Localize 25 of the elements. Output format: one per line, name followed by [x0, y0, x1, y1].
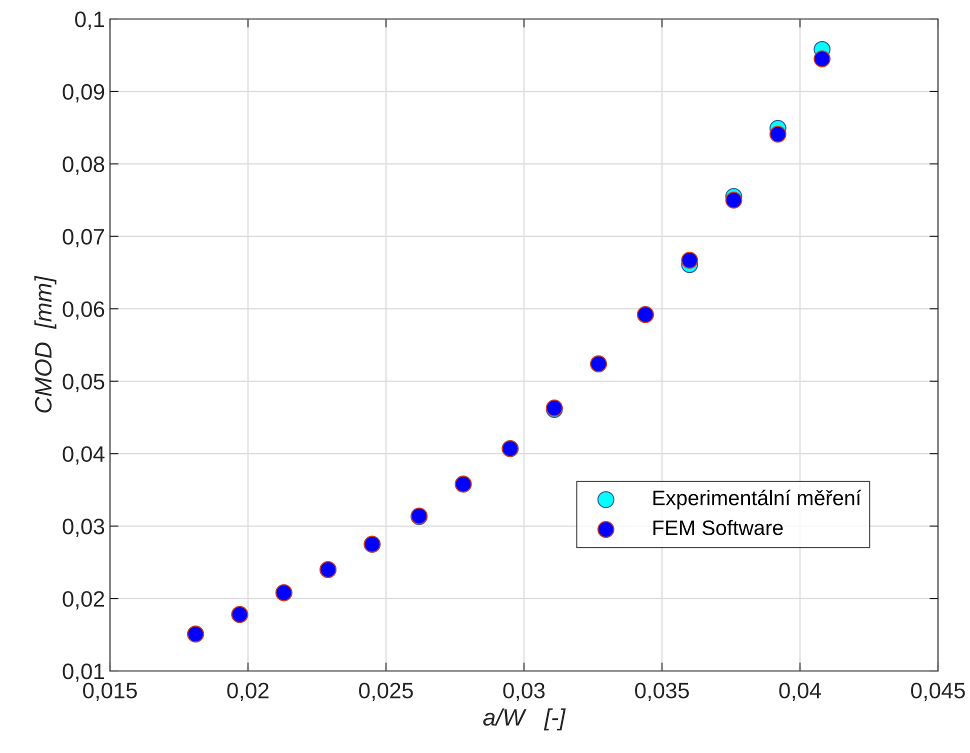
y-tick-label: 0,07 — [62, 228, 104, 248]
x-tick-label: 0,02 — [227, 682, 269, 702]
point — [681, 252, 698, 269]
y-tick-label: 0,04 — [62, 446, 104, 465]
legend-label: Experimentální měření — [653, 490, 862, 510]
x-tick-label: 0,04 — [779, 682, 821, 702]
legend-label: FEM Software — [653, 520, 783, 536]
y-tick-label: 0,1 — [75, 12, 104, 30]
x-tick-label: 0,045 — [911, 682, 965, 702]
x-tick-label: 0,015 — [83, 682, 137, 702]
x-axis-title: a/W [-] — [483, 708, 566, 730]
y-tick-label: 0,01 — [62, 664, 104, 682]
point — [725, 192, 742, 209]
x-tick-label: 0,025 — [359, 682, 413, 702]
y-tick-label: 0,09 — [62, 84, 104, 102]
point — [769, 126, 786, 143]
x-tick-label: 0,03 — [503, 682, 545, 702]
y-tick-label: 0,06 — [62, 301, 104, 320]
y-tick-label: 0,05 — [62, 374, 104, 392]
point — [814, 50, 831, 68]
y-tick-label: 0,08 — [62, 156, 104, 175]
x-tick-label: 0,035 — [635, 682, 689, 702]
y-axis-title: CMOD [mm] — [34, 276, 56, 413]
y-tick-label: 0,03 — [62, 518, 104, 538]
y-tick-label: 0,02 — [62, 591, 104, 610]
